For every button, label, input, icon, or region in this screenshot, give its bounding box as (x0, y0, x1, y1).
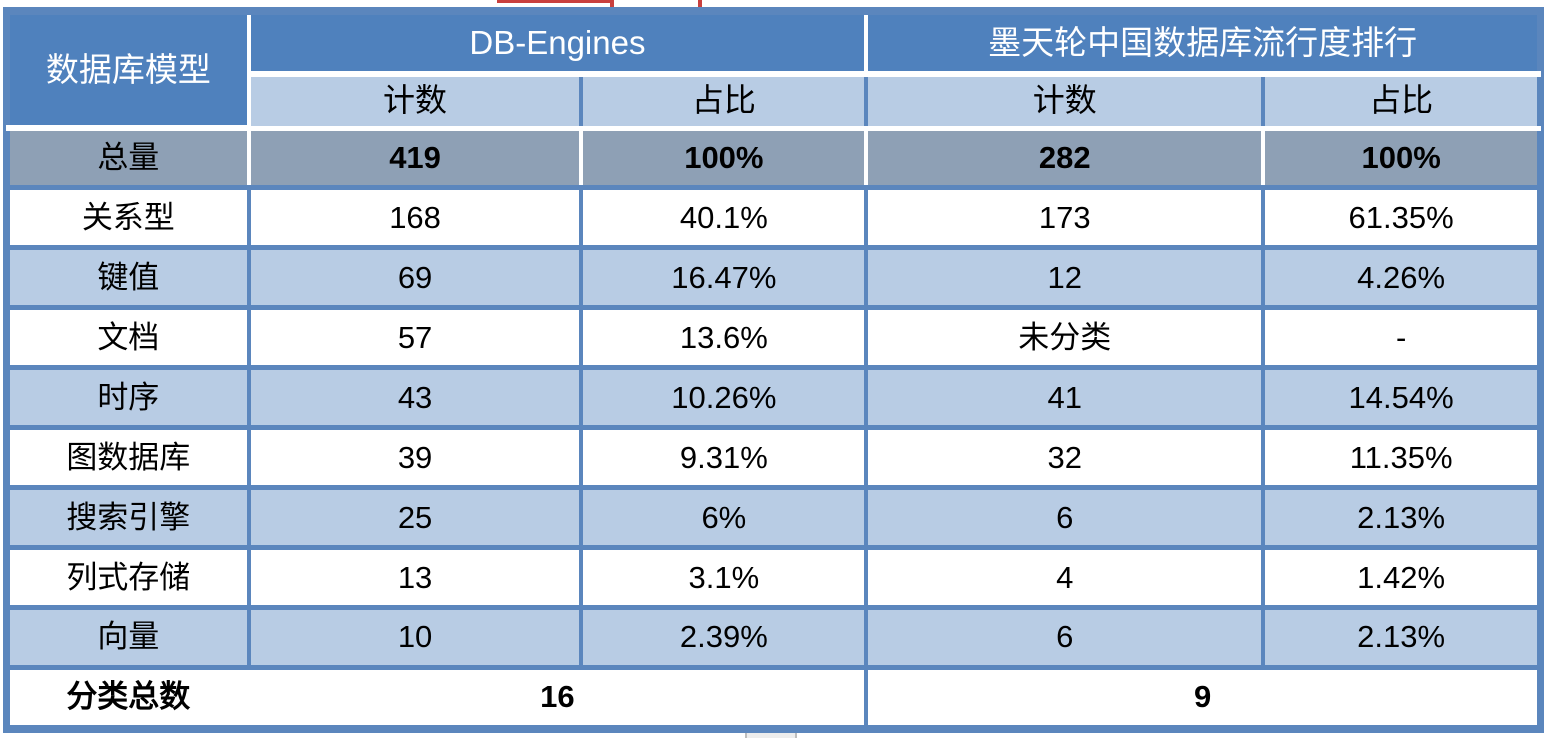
table-row-search-engine: 搜索引擎 25 6% 6 2.13% (6, 485, 1541, 551)
table-row-vector: 向量 10 2.39% 6 2.13% (6, 605, 1541, 670)
subheader-motianlun-share: 占比 (1261, 71, 1541, 131)
red-annotation-fragment-tick1 (610, 0, 614, 8)
cell-value: 4.26% (1261, 245, 1541, 311)
cell-value: 2.13% (1261, 605, 1541, 670)
cell-value: 69 (246, 245, 584, 311)
cell-value: 1.42% (1261, 545, 1541, 611)
header-row-groups: 数据库模型 DB-Engines 墨天轮中国数据库流行度排行 (6, 9, 1541, 132)
cell-value: 14.54% (1261, 365, 1541, 431)
cell-value: 61.35% (1261, 185, 1541, 251)
row-label: 键值 (6, 245, 251, 311)
table-row-graph: 图数据库 39 9.31% 32 11.35% (6, 425, 1541, 491)
subheader-motianlun-count: 计数 (864, 71, 1266, 131)
table-row-category-count: 分类总数 16 9 (6, 664, 1541, 731)
cell-value: 6 (864, 605, 1266, 670)
row-label: 分类总数 (6, 664, 251, 731)
cell-value: 39 (246, 425, 584, 491)
cell-value: 9 (864, 664, 1541, 731)
cell-value: 43 (246, 365, 584, 431)
row-label: 总量 (6, 125, 251, 191)
cell-value: 13.6% (579, 305, 869, 371)
row-label: 图数据库 (6, 425, 251, 491)
column-group-db-engines: DB-Engines (246, 9, 869, 77)
table-row-total: 总量 419 100% 282 100% (6, 125, 1541, 191)
column-group-motianlun: 墨天轮中国数据库流行度排行 (864, 9, 1541, 77)
row-label: 列式存储 (6, 545, 251, 611)
database-model-comparison-table: 数据库模型 DB-Engines 墨天轮中国数据库流行度排行 计数 占比 计数 … (3, 7, 1544, 733)
row-label: 向量 (6, 605, 251, 670)
subheader-dbengines-share: 占比 (579, 71, 869, 131)
subheader-dbengines-count: 计数 (246, 71, 584, 131)
cell-value: 419 (246, 125, 584, 191)
corner-header-db-model: 数据库模型 (6, 10, 251, 132)
cell-value: 173 (864, 185, 1266, 251)
cell-value: 32 (864, 425, 1266, 491)
cell-value: 16.47% (579, 245, 869, 311)
cell-value: 10 (246, 605, 584, 670)
cell-value: 16 (246, 664, 869, 731)
bottom-edge-fragment (745, 733, 797, 738)
cell-value: - (1261, 305, 1541, 371)
table-row-time-series: 时序 43 10.26% 41 14.54% (6, 365, 1541, 431)
cell-value: 2.13% (1261, 485, 1541, 551)
row-label: 关系型 (6, 185, 251, 251)
cell-value: 9.31% (579, 425, 869, 491)
cell-value: 6% (579, 485, 869, 551)
red-annotation-fragment-line (497, 0, 614, 3)
cell-value: 168 (246, 185, 584, 251)
red-annotation-fragment-tick2 (698, 0, 702, 7)
header-row-subcolumns: 计数 占比 计数 占比 (8, 71, 1541, 131)
cell-value: 4 (864, 545, 1266, 611)
table-row-relational: 关系型 168 40.1% 173 61.35% (6, 185, 1541, 251)
cell-value: 40.1% (579, 185, 869, 251)
cell-value: 3.1% (579, 545, 869, 611)
cell-value: 100% (1261, 125, 1541, 191)
cell-value: 11.35% (1261, 425, 1541, 491)
cell-value: 12 (864, 245, 1266, 311)
row-label: 文档 (6, 305, 251, 371)
cell-value: 282 (864, 125, 1266, 191)
cell-value: 2.39% (579, 605, 869, 670)
row-label: 搜索引擎 (6, 485, 251, 551)
comparison-table: 数据库模型 DB-Engines 墨天轮中国数据库流行度排行 计数 占比 计数 … (6, 9, 1541, 731)
table-row-key-value: 键值 69 16.47% 12 4.26% (6, 245, 1541, 311)
table-row-columnar: 列式存储 13 3.1% 4 1.42% (6, 545, 1541, 611)
cell-value: 57 (246, 305, 584, 371)
cell-value: 10.26% (579, 365, 869, 431)
cell-value: 13 (246, 545, 584, 611)
cell-value: 未分类 (864, 305, 1266, 371)
cell-value: 41 (864, 365, 1266, 431)
row-label: 时序 (6, 365, 251, 431)
cell-value: 100% (579, 125, 869, 191)
cell-value: 6 (864, 485, 1266, 551)
table-row-document: 文档 57 13.6% 未分类 - (6, 305, 1541, 371)
cell-value: 25 (246, 485, 584, 551)
